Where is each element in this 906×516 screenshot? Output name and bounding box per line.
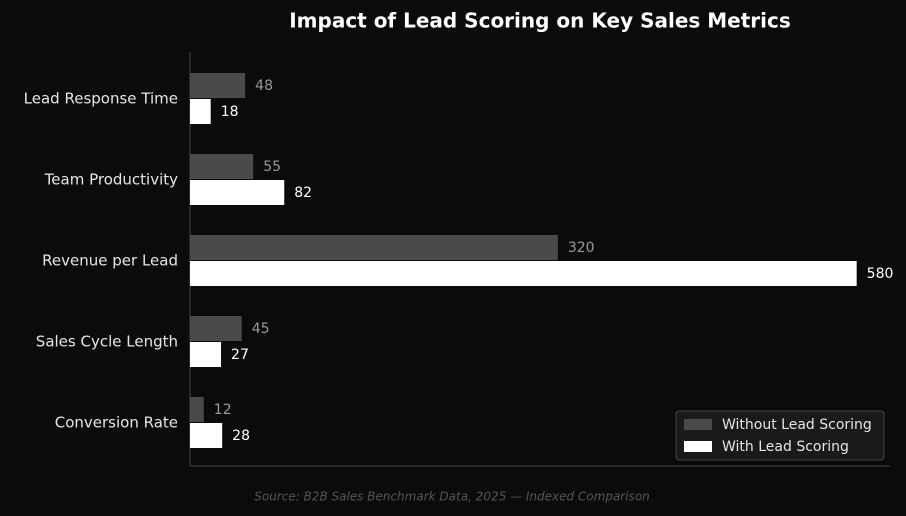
chart-title: Impact of Lead Scoring on Key Sales Metr… (289, 9, 791, 33)
value-label: 12 (214, 402, 232, 418)
value-label: 82 (294, 185, 312, 201)
y-tick-label: Revenue per Lead (42, 252, 178, 270)
legend-label: With Lead Scoring (722, 439, 849, 455)
value-label: 45 (252, 321, 270, 337)
legend-box (675, 410, 885, 461)
value-label: 55 (263, 159, 281, 175)
value-label: 27 (231, 347, 249, 363)
value-label: 18 (221, 104, 239, 120)
y-tick-label: Team Productivity (44, 171, 178, 189)
legend-swatch (684, 441, 712, 452)
value-label: 48 (255, 78, 273, 94)
bar (190, 180, 285, 205)
legend-label: Without Lead Scoring (722, 417, 872, 433)
value-label: 320 (568, 240, 595, 256)
value-label: 580 (867, 266, 894, 282)
bar (190, 261, 857, 286)
bar (190, 342, 222, 367)
y-tick-label: Lead Response Time (24, 90, 178, 108)
bar (190, 99, 211, 124)
bar (190, 235, 558, 260)
bar (190, 154, 254, 179)
source-note: Source: B2B Sales Benchmark Data, 2025 —… (254, 490, 650, 504)
bar (190, 73, 246, 98)
y-tick-label: Sales Cycle Length (36, 333, 178, 351)
legend-swatch (684, 419, 712, 430)
bar (190, 316, 242, 341)
bar (190, 423, 223, 448)
bar (190, 397, 204, 422)
value-label: 28 (232, 428, 250, 444)
y-tick-label: Conversion Rate (55, 414, 178, 432)
